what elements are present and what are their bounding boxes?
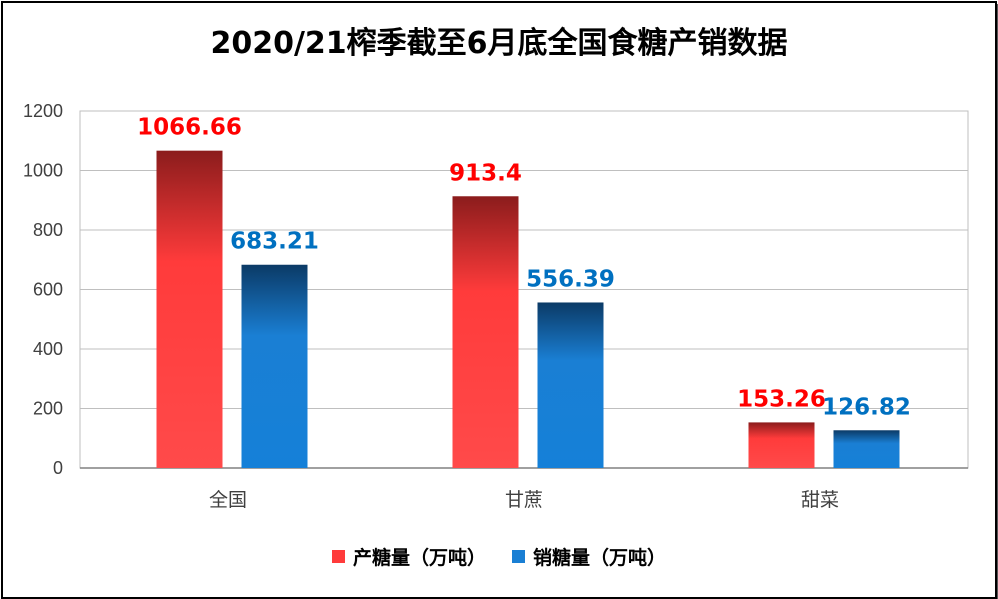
data-label-sales-1: 556.39 xyxy=(526,266,615,292)
legend-swatch-red xyxy=(331,550,345,563)
bar-production-2 xyxy=(748,422,815,468)
y-tick-label: 0 xyxy=(53,458,63,478)
legend-item-production: 产糖量（万吨） xyxy=(331,543,486,570)
bar-production-1 xyxy=(452,196,519,469)
y-tick-label: 1000 xyxy=(23,161,63,181)
data-label-sales-0: 683.21 xyxy=(230,229,319,255)
x-tick-label: 全国 xyxy=(209,489,247,511)
legend-item-sales: 销糖量（万吨） xyxy=(512,543,666,570)
bar-sales-0 xyxy=(241,264,308,468)
data-label-production-1: 913.4 xyxy=(449,160,522,186)
chart-title: 2020/21榨季截至6月底全国食糖产销数据 xyxy=(210,26,788,61)
legend-swatch-blue xyxy=(512,550,525,563)
y-tick-label: 400 xyxy=(33,339,63,359)
data-label-production-0: 1066.66 xyxy=(137,115,242,141)
data-label-production-2: 153.26 xyxy=(737,386,826,412)
bar-sales-2 xyxy=(833,430,900,468)
x-tick-label: 甜菜 xyxy=(801,489,839,511)
y-tick-label: 800 xyxy=(33,220,63,240)
y-tick-label: 200 xyxy=(33,399,63,419)
y-tick-label: 600 xyxy=(33,280,63,300)
bar-sales-1 xyxy=(537,302,604,468)
legend: 产糖量（万吨） 销糖量（万吨） xyxy=(0,543,998,570)
legend-label-sales: 销糖量（万吨） xyxy=(533,547,667,569)
y-tick-label: 1200 xyxy=(23,101,63,121)
bar-production-0 xyxy=(156,150,223,469)
x-tick-label: 甘蔗 xyxy=(505,489,543,511)
data-label-sales-2: 126.82 xyxy=(822,394,911,420)
legend-label-production: 产糖量（万吨） xyxy=(352,547,486,569)
